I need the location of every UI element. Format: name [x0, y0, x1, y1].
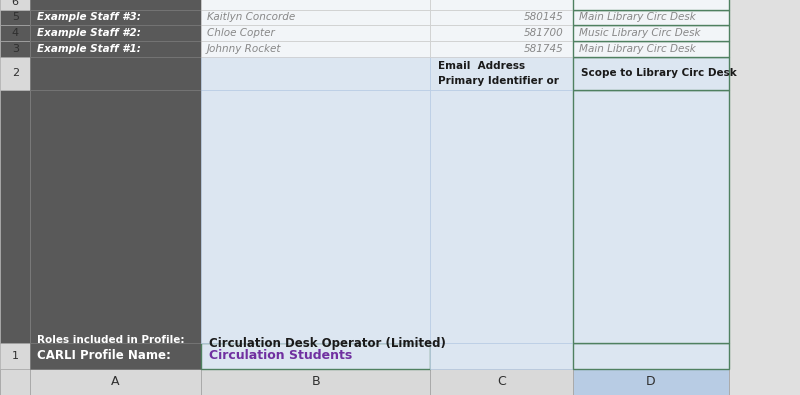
Bar [430, 369, 573, 395]
Text: Scope to Library Circ Desk: Scope to Library Circ Desk [581, 68, 737, 79]
Bar [201, 56, 430, 90]
Bar [201, 25, 430, 41]
Text: Kaitlyn Concorde: Kaitlyn Concorde [207, 12, 295, 23]
Text: 5: 5 [12, 12, 18, 23]
Text: Main Library Circ Desk: Main Library Circ Desk [579, 12, 696, 23]
Bar [430, 342, 573, 369]
Bar [30, 56, 201, 90]
Text: B: B [311, 375, 320, 388]
Bar [573, 41, 729, 56]
Text: Main Library Circ Desk: Main Library Circ Desk [579, 44, 696, 54]
Text: Example Staff #1:: Example Staff #1: [37, 44, 141, 54]
Bar [201, 90, 430, 342]
Text: Email  Address: Email Address [438, 61, 526, 71]
Bar [0, 25, 30, 41]
Text: Chloe Copter: Chloe Copter [207, 28, 275, 38]
Bar [573, 342, 729, 369]
Bar [30, 369, 201, 395]
Text: 4: 4 [12, 28, 18, 38]
Text: 3: 3 [12, 44, 18, 54]
Bar [201, 369, 430, 395]
Bar [573, 25, 729, 41]
Text: Primary Identifier or: Primary Identifier or [438, 76, 559, 86]
Text: D: D [646, 375, 656, 388]
Text: Example Staff #2:: Example Staff #2: [37, 28, 141, 38]
Bar [430, 0, 573, 9]
Text: 581745: 581745 [523, 44, 563, 54]
Text: 2: 2 [12, 68, 18, 79]
Text: Example Staff #3:: Example Staff #3: [37, 12, 141, 23]
Text: 580145: 580145 [523, 12, 563, 23]
Bar [573, 369, 729, 395]
Text: Circulation Desk Operator (Limited): Circulation Desk Operator (Limited) [209, 337, 446, 350]
Bar [573, 56, 729, 90]
Text: A: A [111, 375, 120, 388]
Bar [573, 0, 729, 9]
Bar [0, 56, 30, 90]
Bar [201, 342, 430, 369]
Bar [0, 41, 30, 56]
Text: Johnny Rocket: Johnny Rocket [207, 44, 282, 54]
Bar [573, 90, 729, 342]
Bar [430, 56, 573, 90]
Bar [30, 9, 201, 25]
Bar [0, 90, 30, 342]
Text: 581700: 581700 [523, 28, 563, 38]
Bar [30, 41, 201, 56]
Bar [430, 90, 573, 342]
Bar [0, 369, 30, 395]
Text: Music Library Circ Desk: Music Library Circ Desk [579, 28, 701, 38]
Bar [0, 9, 30, 25]
Bar [430, 41, 573, 56]
Bar [30, 25, 201, 41]
Text: CARLI Profile Name:: CARLI Profile Name: [37, 349, 170, 362]
Bar [430, 9, 573, 25]
Bar [30, 0, 201, 9]
Bar [573, 9, 729, 25]
Text: Roles included in Profile:: Roles included in Profile: [37, 335, 184, 344]
Bar [201, 41, 430, 56]
Bar [0, 342, 30, 369]
Bar [201, 9, 430, 25]
Text: C: C [498, 375, 506, 388]
Bar [201, 0, 430, 9]
Bar [430, 25, 573, 41]
Text: 6: 6 [12, 0, 18, 7]
Text: Circulation Students: Circulation Students [209, 349, 352, 362]
Bar [0, 0, 30, 9]
Bar [30, 342, 201, 369]
Bar [30, 90, 201, 342]
Text: 1: 1 [12, 351, 18, 361]
